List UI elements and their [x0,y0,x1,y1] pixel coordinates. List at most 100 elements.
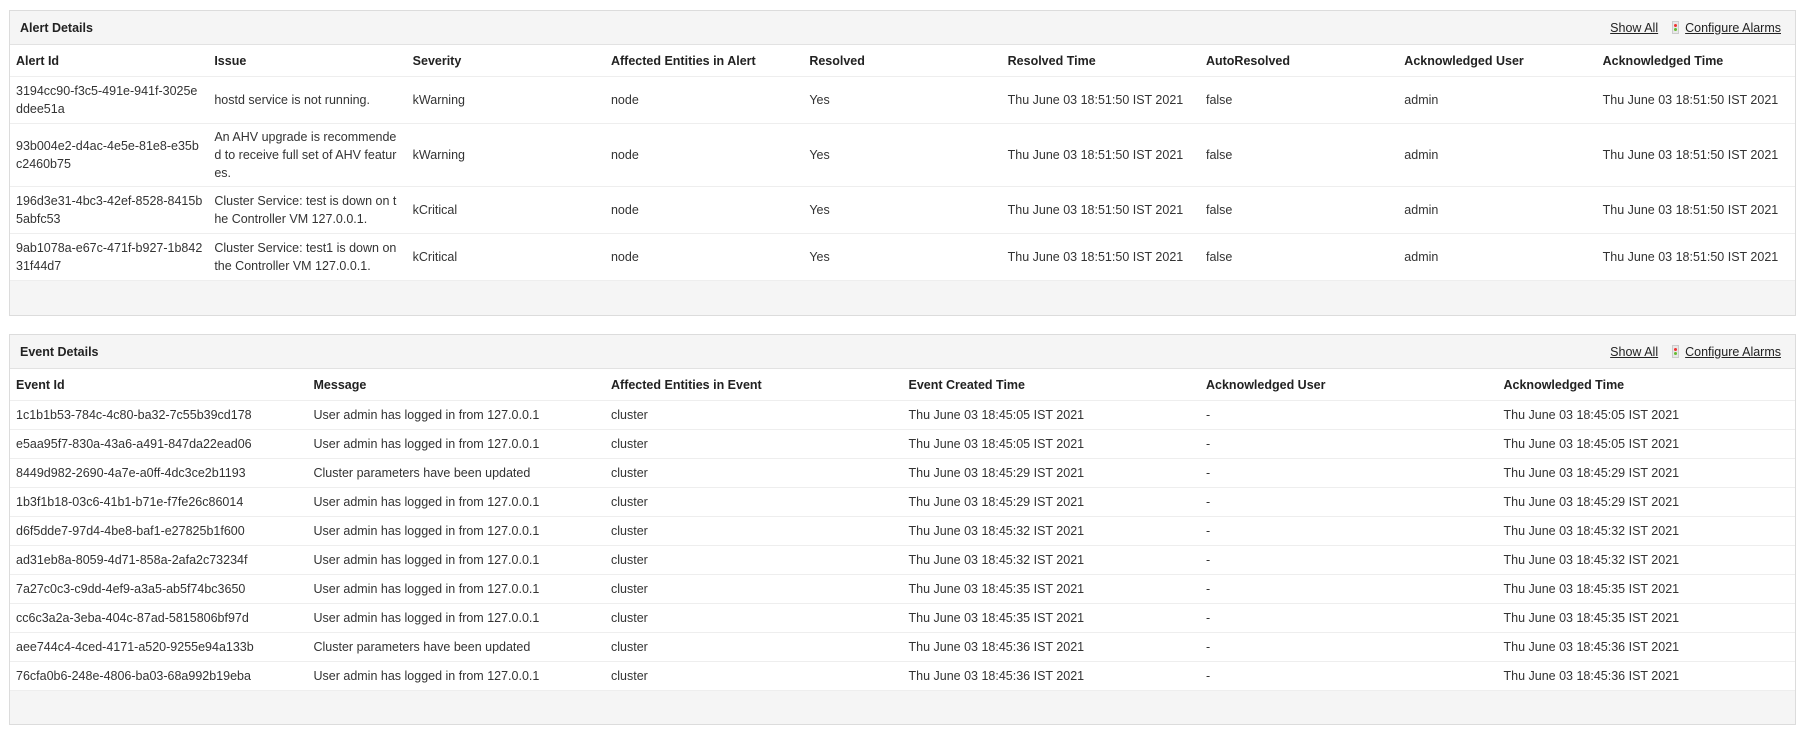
table-cell: admin [1398,76,1597,124]
column-header: Resolved [803,45,1002,77]
table-cell: Thu June 03 18:45:05 IST 2021 [902,429,1200,459]
table-row: 1c1b1b53-784c-4c80-ba32-7c55b39cd178 User… [10,400,1795,430]
table-cell: Thu June 03 18:51:50 IST 2021 [1001,123,1200,187]
alerts-show-all-link[interactable]: Show All [1610,20,1659,35]
table-cell: aee744c4-4ced-4171-a520-9255e94a133b [10,632,308,662]
table-cell: kWarning [406,76,605,124]
table-cell: Thu June 03 18:45:05 IST 2021 [1497,429,1795,459]
table-cell: Cluster parameters have been updated [307,458,605,488]
table-cell: Cluster parameters have been updated [307,632,605,662]
table-cell: Thu June 03 18:45:35 IST 2021 [902,603,1200,633]
table-cell: Thu June 03 18:45:32 IST 2021 [1497,545,1795,575]
column-header: Alert Id [10,45,209,77]
table-row: cc6c3a2a-3eba-404c-87ad-5815806bf97d User… [10,603,1795,633]
table-cell: Yes [803,186,1002,234]
table-cell: cluster [605,603,903,633]
table-cell: User admin has logged in from 127.0.0.1 [307,603,605,633]
table-row: 1b3f1b18-03c6-41b1-b71e-f7fe26c86014 User… [10,487,1795,517]
table-cell: - [1200,458,1498,488]
column-header: Acknowledged User [1398,45,1597,77]
table-cell: Thu June 03 18:45:36 IST 2021 [902,632,1200,662]
table-cell: d6f5dde7-97d4-4be8-baf1-e27825b1f600 [10,516,308,546]
table-row: aee744c4-4ced-4171-a520-9255e94a133b Clus… [10,632,1795,662]
table-cell: Thu June 03 18:51:50 IST 2021 [1001,186,1200,234]
table-cell: false [1199,233,1399,281]
column-header: Affected Entities in Alert [604,45,804,77]
table-cell: 9ab1078a-e67c-471f-b927-1b84231f44d7 [10,233,209,281]
table-cell: Thu June 03 18:51:50 IST 2021 [1596,233,1795,281]
traffic-light-icon [1672,21,1680,34]
table-row: 9ab1078a-e67c-471f-b927-1b84231f44d7 Clus… [10,233,1795,281]
table-cell: cluster [605,487,903,517]
table-cell: Thu June 03 18:51:50 IST 2021 [1596,123,1795,187]
table-cell: - [1200,516,1498,546]
table-cell: cluster [605,661,903,691]
table-cell: - [1200,603,1498,633]
table-cell: Thu June 03 18:45:05 IST 2021 [1497,400,1795,430]
table-cell: 93b004e2-d4ac-4e5e-81e8-e35bc2460b75 [10,123,209,187]
table-row: 8449d982-2690-4a7e-a0ff-4dc3ce2b1193 Clus… [10,458,1795,488]
alerts-configure-alarms-link[interactable]: Configure Alarms [1685,20,1781,35]
table-cell: Yes [803,123,1002,187]
table-cell: node [604,76,804,124]
table-cell: Thu June 03 18:45:35 IST 2021 [1497,574,1795,604]
table-cell: 1c1b1b53-784c-4c80-ba32-7c55b39cd178 [10,400,308,430]
column-header: Acknowledged User [1200,369,1498,401]
table-cell: admin [1398,233,1597,281]
table-row: d6f5dde7-97d4-4be8-baf1-e27825b1f600 User… [10,516,1795,546]
table-row: 93b004e2-d4ac-4e5e-81e8-e35bc2460b75 An A… [10,123,1795,187]
table-cell: cc6c3a2a-3eba-404c-87ad-5815806bf97d [10,603,308,633]
table-cell: - [1200,400,1498,430]
table-row: 196d3e31-4bc3-42ef-8528-8415b5abfc53 Clus… [10,186,1795,234]
table-cell: 3194cc90-f3c5-491e-941f-3025eddee51a [10,76,209,124]
table-cell: node [604,233,804,281]
table-cell: - [1200,574,1498,604]
table-cell: Thu June 03 18:51:50 IST 2021 [1001,233,1200,281]
table-cell: cluster [605,429,903,459]
column-header: AutoResolved [1199,45,1399,77]
table-cell: Thu June 03 18:51:50 IST 2021 [1001,76,1200,124]
table-cell: User admin has logged in from 127.0.0.1 [307,574,605,604]
table-cell: Thu June 03 18:45:32 IST 2021 [902,545,1200,575]
table-cell: Thu June 03 18:51:50 IST 2021 [1596,76,1795,124]
column-header: Acknowledged Time [1596,45,1795,77]
events-show-all-link[interactable]: Show All [1610,344,1659,359]
table-cell: 196d3e31-4bc3-42ef-8528-8415b5abfc53 [10,186,209,234]
column-header: Issue [208,45,407,77]
table-row: ad31eb8a-8059-4d71-858a-2afa2c73234f User… [10,545,1795,575]
column-header: Severity [406,45,605,77]
table-cell: kCritical [406,186,605,234]
table-cell: User admin has logged in from 127.0.0.1 [307,487,605,517]
event-details-header: Event Details Show All Configure Alarms [10,335,1795,369]
table-cell: cluster [605,632,903,662]
traffic-light-icon [1672,345,1680,358]
column-header: Acknowledged Time [1497,369,1795,401]
events-configure-alarms-link[interactable]: Configure Alarms [1685,344,1781,359]
table-row: e5aa95f7-830a-43a6-a491-847da22ead06 User… [10,429,1795,459]
table-cell: - [1200,661,1498,691]
table-cell: false [1199,186,1399,234]
table-cell: 8449d982-2690-4a7e-a0ff-4dc3ce2b1193 [10,458,308,488]
table-cell: User admin has logged in from 127.0.0.1 [307,661,605,691]
table-row: 3194cc90-f3c5-491e-941f-3025eddee51a host… [10,76,1795,124]
table-cell: User admin has logged in from 127.0.0.1 [307,400,605,430]
table-cell: Thu June 03 18:45:35 IST 2021 [1497,603,1795,633]
column-header: Event Created Time [902,369,1200,401]
table-cell: An AHV upgrade is recommended to receive… [208,123,407,187]
table-cell: Thu June 03 18:45:29 IST 2021 [1497,487,1795,517]
table-cell: cluster [605,545,903,575]
table-cell: - [1200,429,1498,459]
table-cell: hostd service is not running. [208,76,407,124]
table-cell: - [1200,632,1498,662]
column-header: Resolved Time [1001,45,1200,77]
column-header: Affected Entities in Event [605,369,903,401]
alerts-table: Alert Id Issue Severity Affected Entities i… [10,45,1795,281]
table-cell: 76cfa0b6-248e-4806-ba03-68a992b19eba [10,661,308,691]
table-cell: Yes [803,76,1002,124]
table-cell: cluster [605,458,903,488]
table-cell: admin [1398,123,1597,187]
table-cell: Thu June 03 18:45:29 IST 2021 [902,458,1200,488]
table-cell: kWarning [406,123,605,187]
table-cell: cluster [605,516,903,546]
table-cell: - [1200,487,1498,517]
